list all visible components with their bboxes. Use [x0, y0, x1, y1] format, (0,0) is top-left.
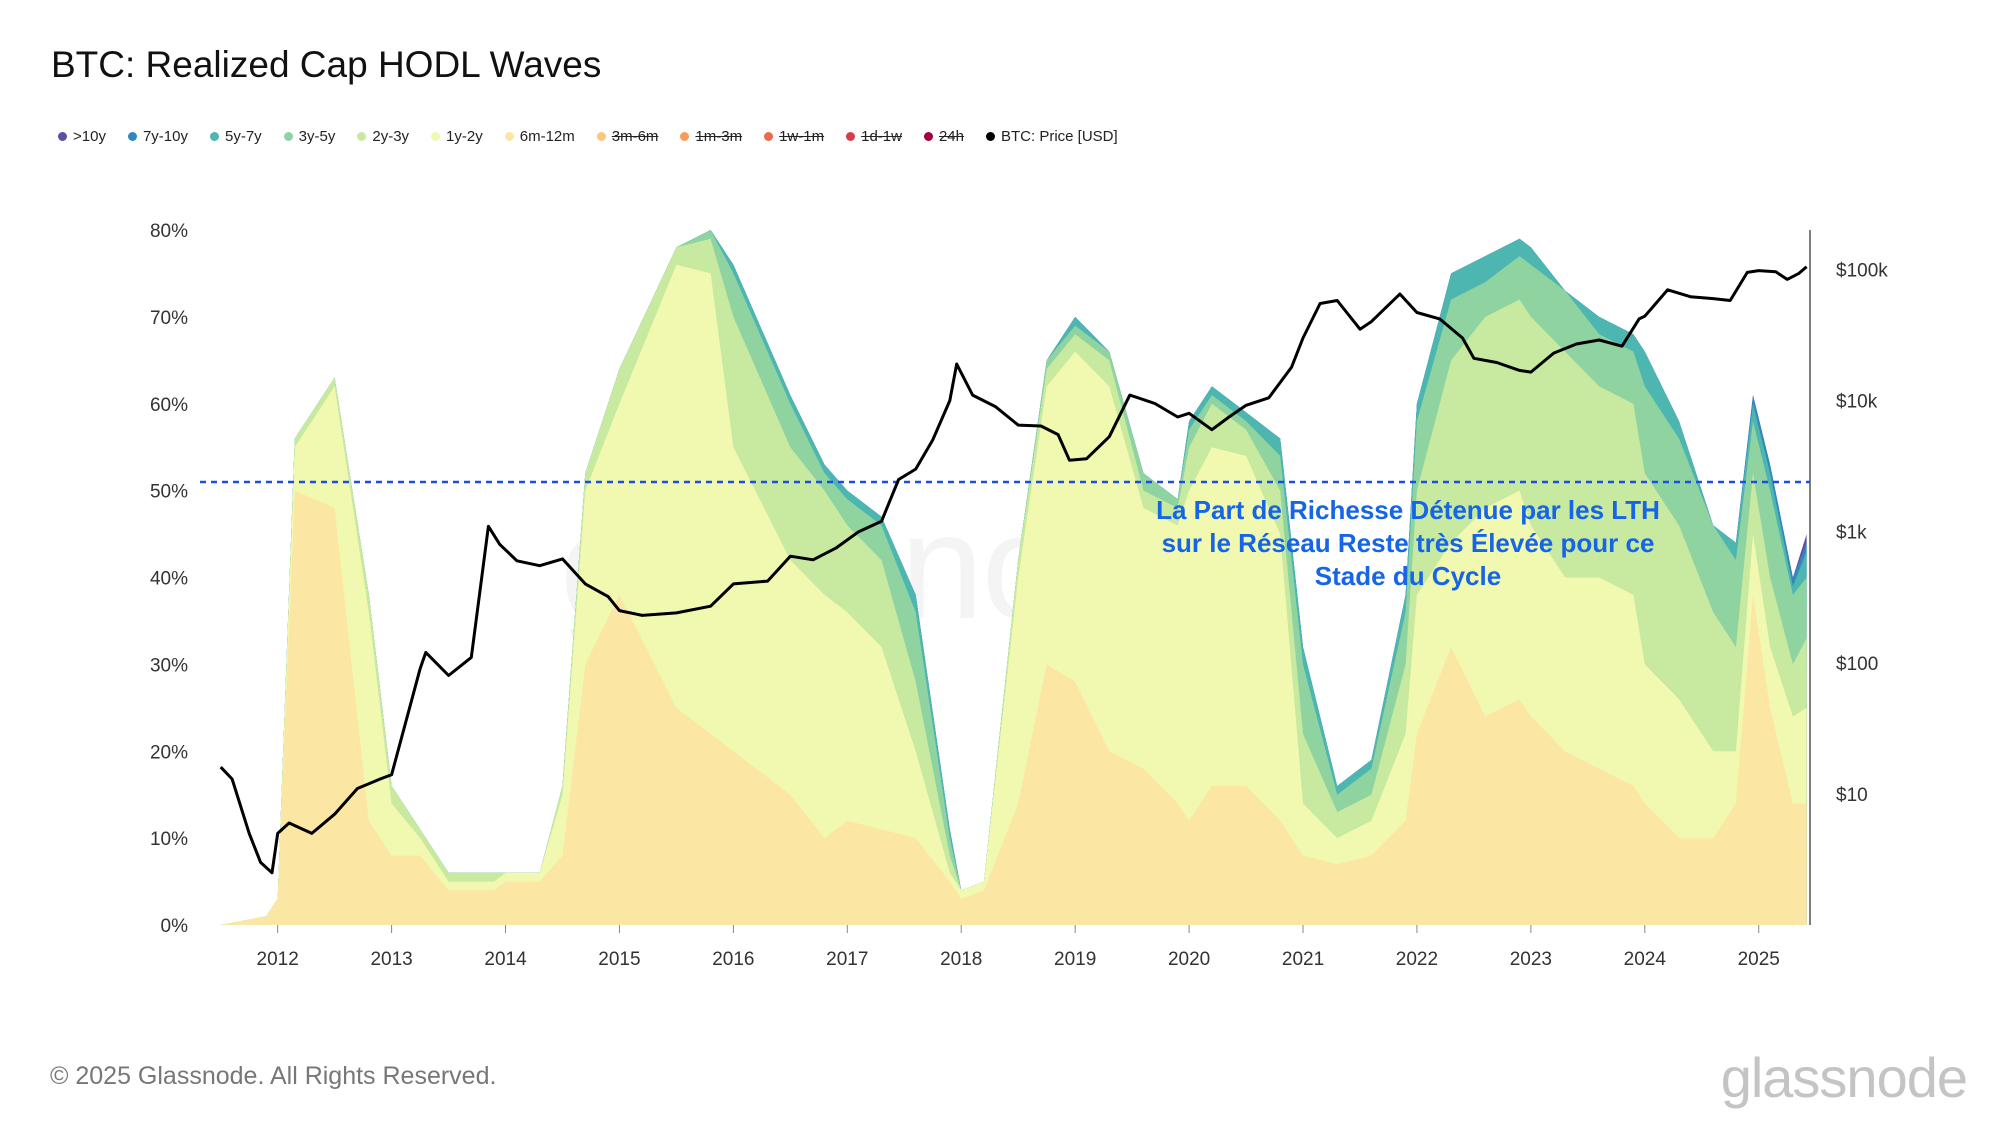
x-tick-label: 2012 [257, 949, 299, 970]
y-right-tick-label: $100k [1836, 260, 1888, 281]
x-tick-label: 2020 [1168, 949, 1210, 970]
legend-item[interactable]: 6m-12m [504, 128, 575, 145]
chart-title: BTC: Realized Cap HODL Waves [51, 44, 602, 85]
y-left-tick-label: 60% [150, 395, 188, 416]
legend-item[interactable]: 1d-1w [846, 128, 902, 145]
legend-item[interactable]: 3y-5y [283, 128, 336, 145]
annotation-text: La Part de Richesse Détenue par les LTH … [1156, 495, 1660, 591]
x-tick-label: 2024 [1624, 949, 1667, 970]
legend-dot-icon [283, 132, 293, 141]
legend-label: 1w-1m [779, 128, 825, 145]
y-left-tick-label: 80% [150, 221, 188, 242]
legend-dot-icon [680, 132, 690, 141]
copyright-footer: © 2025 Glassnode. All Rights Reserved. [50, 1062, 497, 1090]
x-tick-label: 2016 [712, 949, 754, 970]
legend-label: 3m-6m [611, 128, 659, 145]
legend-label: 1m-3m [695, 128, 743, 145]
legend-label: 24h [938, 128, 964, 145]
legend-dot-icon [127, 132, 137, 141]
y-left-tick-label: 0% [161, 916, 189, 937]
y-left-tick-label: 70% [150, 308, 188, 329]
legend-dot-icon [923, 132, 933, 141]
y-left-tick-label: 50% [150, 482, 188, 503]
area-6m-12m [220, 490, 1807, 925]
x-tick-label: 2018 [940, 949, 982, 970]
legend-dot-icon [986, 132, 995, 141]
x-tick-label: 2019 [1054, 949, 1096, 970]
legend-label: >10y [73, 128, 106, 145]
legend-label: 6m-12m [519, 128, 575, 145]
x-tick-label: 2025 [1738, 949, 1780, 970]
legend-dot-icon [58, 132, 67, 141]
legend: >10y 7y-10y 5y-7y 3y-5y 2y-3y 1y-2y 6m-12m 3m-6… [58, 128, 1140, 145]
legend-item[interactable]: 7y-10y [127, 128, 188, 145]
x-tick-label: 2021 [1282, 949, 1324, 970]
y-left-tick-label: 30% [150, 655, 188, 676]
y-right-tick-label: $1k [1836, 523, 1867, 544]
y-right-tick-label: $10 [1836, 785, 1868, 806]
x-tick-label: 2013 [370, 949, 412, 970]
legend-item[interactable]: 1w-1m [764, 128, 824, 145]
x-tick-label: 2017 [826, 949, 868, 970]
legend-label: 7y-10y [142, 128, 188, 145]
btc-price-line [219, 265, 1808, 875]
x-tick-label: 2022 [1396, 949, 1438, 970]
y-right-tick-label: $100 [1836, 654, 1878, 675]
legend-dot-icon [504, 132, 514, 141]
legend-dot-icon [846, 132, 856, 141]
y-left-tick-label: 20% [150, 742, 188, 763]
y-left-tick-label: 10% [150, 829, 188, 850]
legend-item[interactable]: 2y-3y [357, 128, 409, 145]
legend-item[interactable]: 1y-2y [431, 128, 483, 145]
legend-label: 3y-5y [298, 128, 336, 145]
legend-item[interactable]: BTC: Price [USD] [986, 128, 1118, 145]
glassnode-logo: glassnode [1720, 1046, 1968, 1109]
legend-item[interactable]: 1m-3m [680, 128, 742, 145]
legend-item[interactable]: 3m-6m [596, 128, 659, 145]
legend-label: 5y-7y [224, 128, 262, 145]
x-tick-label: 2014 [484, 949, 527, 970]
x-tick-label: 2023 [1510, 949, 1552, 970]
y-right-tick-label: $10k [1836, 392, 1878, 413]
legend-label: 2y-3y [372, 128, 410, 145]
legend-dot-icon [431, 132, 441, 141]
legend-dot-icon [596, 132, 606, 141]
legend-dot-icon [209, 132, 219, 141]
y-left-tick-label: 40% [150, 569, 188, 590]
legend-label: 1d-1w [861, 128, 902, 145]
legend-dot-icon [764, 132, 774, 141]
legend-item[interactable]: 5y-7y [209, 128, 262, 145]
legend-label: 1y-2y [446, 128, 483, 145]
legend-dot-icon [357, 132, 367, 141]
legend-item[interactable]: >10y [58, 128, 106, 145]
legend-label: BTC: Price [USD] [1001, 128, 1118, 145]
legend-item[interactable]: 24h [923, 128, 964, 145]
x-tick-label: 2015 [598, 949, 640, 970]
